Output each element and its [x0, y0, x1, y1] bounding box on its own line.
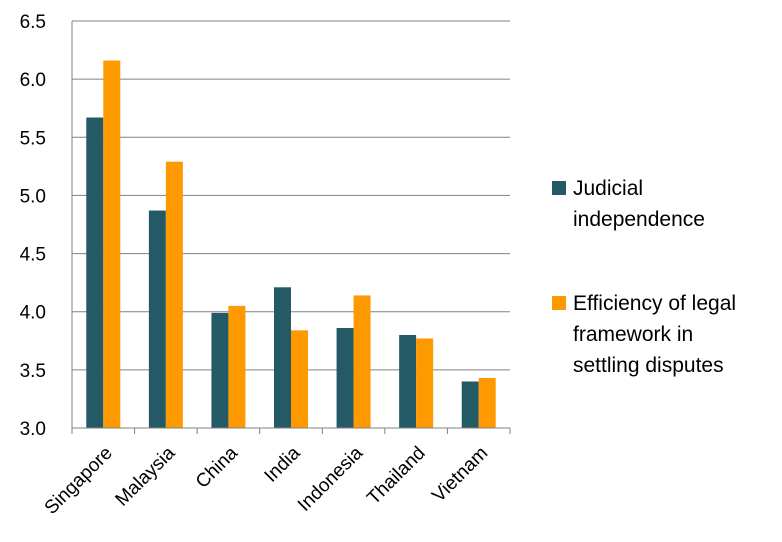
bar-singapore-series-1 [86, 117, 104, 428]
y-tick-label-0: 3.0 [20, 419, 46, 440]
legend-swatch-2 [552, 296, 566, 310]
bar-indonesia-series-1 [336, 327, 354, 428]
bar-indonesia-series-2 [353, 295, 371, 428]
legend-label-line: framework in [573, 323, 693, 346]
y-tick-label-1: 3.5 [20, 361, 46, 382]
bars [86, 60, 496, 429]
bar-thailand-series-2 [416, 338, 434, 428]
legend-label-line: settling disputes [573, 354, 724, 377]
y-tick-label-2: 4.0 [20, 303, 46, 324]
bar-malaysia-series-2 [165, 161, 183, 428]
y-tick-label-7: 6.5 [20, 12, 46, 33]
bar-china-series-2 [228, 305, 246, 428]
x-tick-label-india: India [261, 442, 305, 486]
bar-thailand-series-1 [399, 334, 417, 428]
y-tick-label-6: 6.0 [20, 70, 46, 91]
legend-label-line: Judicial [573, 177, 643, 200]
x-tick-label-singapore: Singapore [41, 443, 117, 519]
bar-vietnam-series-1 [461, 381, 479, 428]
y-tick-label-3: 4.5 [20, 245, 46, 266]
bar-singapore-series-2 [103, 60, 121, 429]
x-tick-label-thailand: Thailand [363, 443, 429, 509]
legend-label-line: independence [573, 208, 705, 231]
y-axis: 3.0 3.5 4.0 4.5 5.0 5.5 6.0 6.5 [20, 12, 73, 440]
x-tick-label-vietnam: Vietnam [428, 443, 492, 507]
legend-label-2: Efficiency of legal framework in settling … [573, 292, 736, 377]
y-tick-label-5: 5.5 [20, 128, 46, 149]
bar-vietnam-series-2 [478, 377, 496, 428]
bar-china-series-1 [211, 312, 229, 428]
bar-malaysia-series-1 [148, 210, 166, 428]
legend: Judicial independence Efficiency of legal f… [552, 177, 736, 377]
gridlines [72, 20, 510, 371]
legend-label-line: Efficiency of legal [573, 292, 736, 315]
legend-swatch-1 [552, 181, 566, 195]
x-tick-label-indonesia: Indonesia [294, 442, 367, 515]
y-tick-label-4: 5.0 [20, 186, 46, 207]
x-tick-label-malaysia: Malaysia [112, 442, 180, 510]
x-tick-label-china: China [192, 442, 242, 492]
legend-label-1: Judicial independence [573, 177, 705, 231]
bar-india-series-2 [291, 330, 308, 428]
bar-india-series-1 [274, 287, 291, 428]
